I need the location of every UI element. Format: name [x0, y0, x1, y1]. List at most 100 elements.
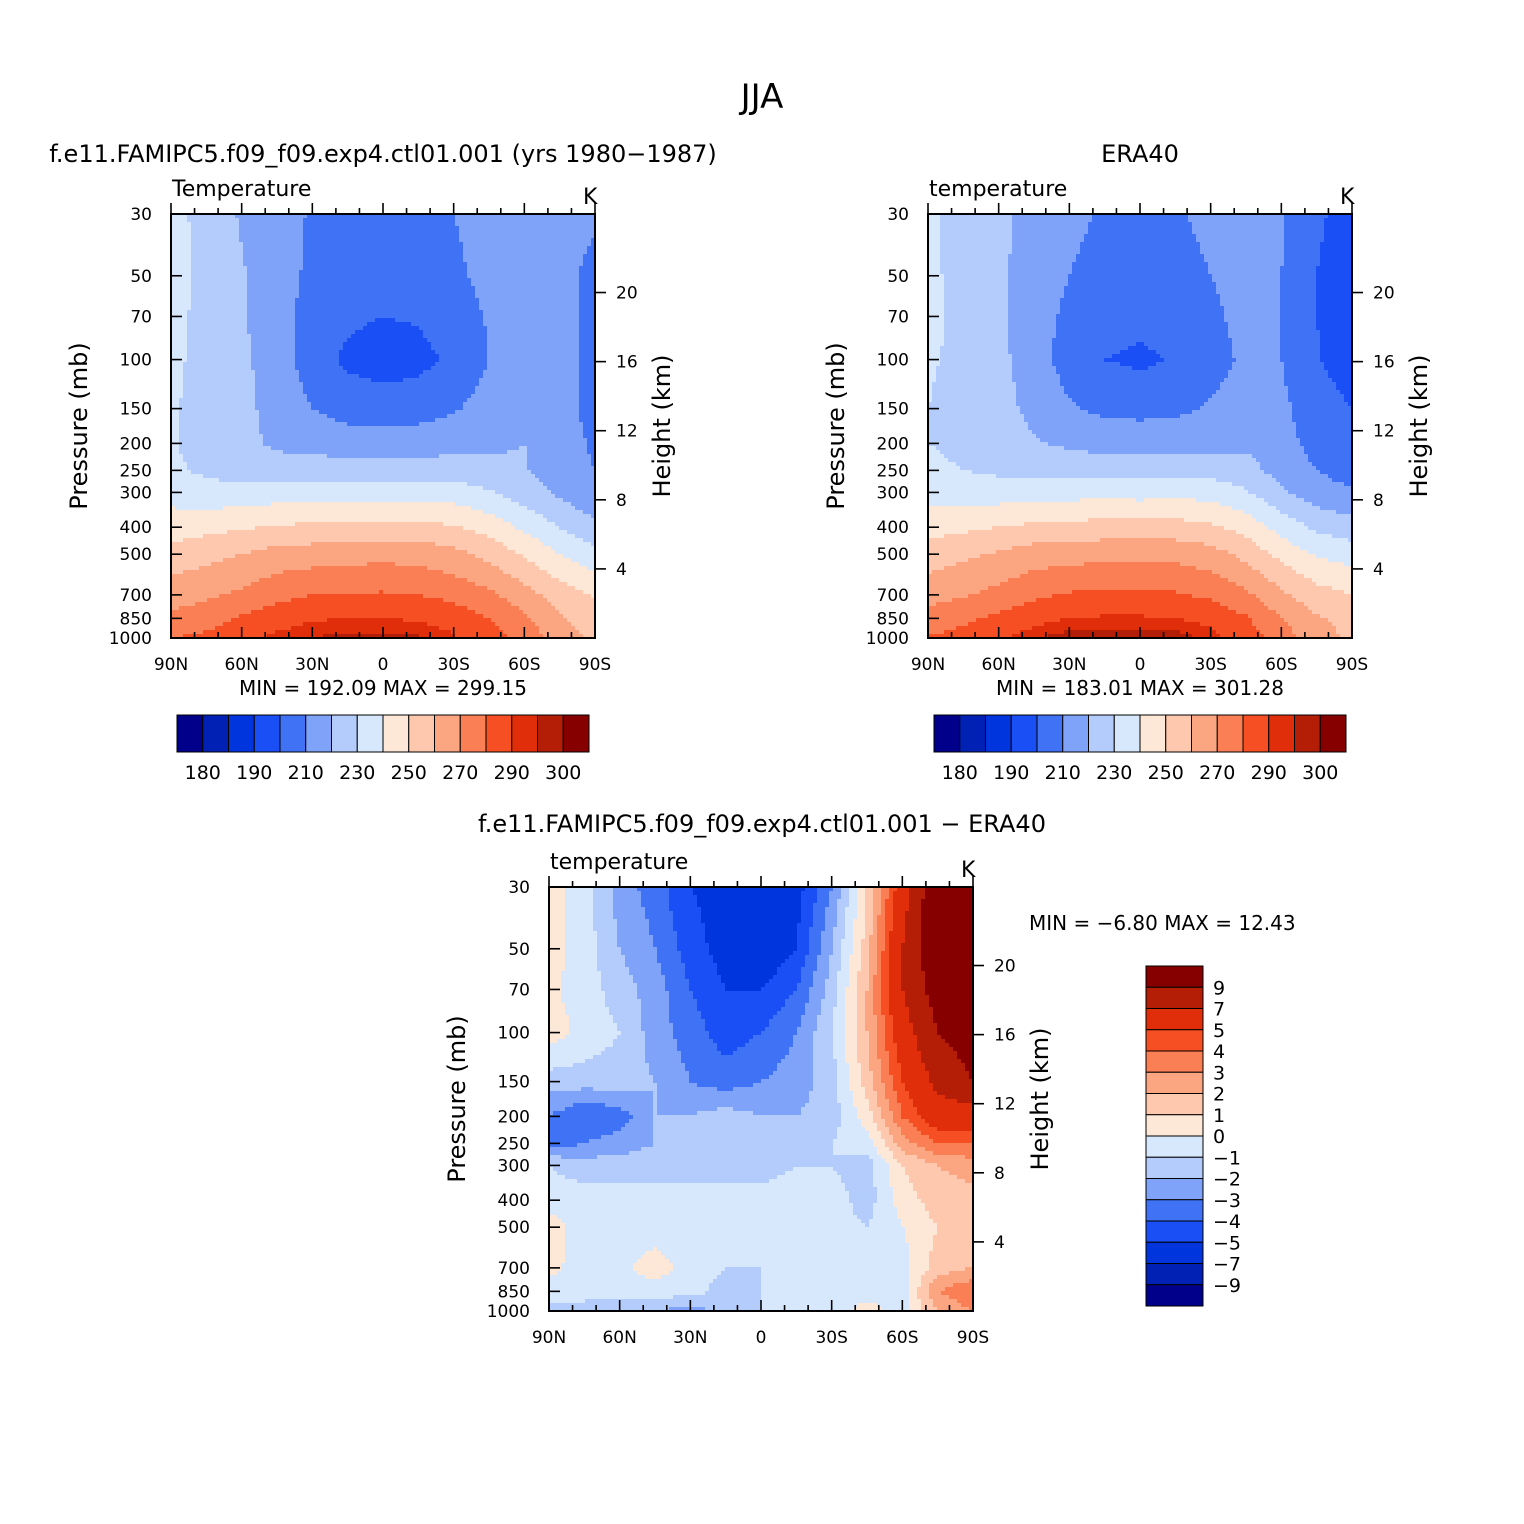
contour-cell — [587, 394, 592, 399]
contour-cell — [375, 258, 380, 263]
contour-cell — [223, 330, 228, 335]
contour-cell — [171, 242, 176, 247]
contour-cell — [291, 398, 296, 403]
contour-cell — [507, 254, 512, 259]
contour-cell — [379, 386, 384, 391]
contour-cell — [503, 370, 508, 375]
contour-cell — [231, 286, 236, 291]
contour-cell — [211, 290, 216, 295]
contour-cell — [563, 226, 568, 231]
contour-cell — [231, 306, 236, 311]
contour-cell — [467, 386, 472, 391]
contour-cell — [427, 286, 432, 291]
contour-cell — [375, 282, 380, 287]
contour-cell — [499, 378, 504, 383]
contour-cell — [431, 246, 436, 251]
contour-cell — [463, 398, 468, 403]
contour-cell — [459, 230, 464, 235]
contour-cell — [455, 270, 460, 275]
contour-cell — [275, 282, 280, 287]
contour-cell — [491, 338, 496, 343]
contour-cell — [483, 370, 488, 375]
contour-cell — [503, 362, 508, 367]
contour-cell — [375, 242, 380, 247]
contour-cell — [287, 242, 292, 247]
contour-cell — [435, 386, 440, 391]
contour-cell — [323, 386, 328, 391]
contour-cell — [527, 382, 532, 387]
contour-cell — [455, 330, 460, 335]
contour-cell — [307, 322, 312, 327]
contour-cell — [511, 266, 516, 271]
contour-cell — [571, 318, 576, 323]
contour-cell — [291, 282, 296, 287]
contour-cell — [447, 290, 452, 295]
contour-cell — [531, 250, 536, 255]
contour-cell — [331, 218, 336, 223]
contour-cell — [363, 370, 368, 375]
contour-cell — [219, 306, 224, 311]
contour-cell — [583, 302, 588, 307]
contour-cell — [443, 274, 448, 279]
contour-cell — [523, 278, 528, 283]
contour-cell — [543, 226, 548, 231]
contour-cell — [407, 310, 412, 315]
contour-cell — [443, 226, 448, 231]
contour-cell — [383, 246, 388, 251]
contour-cell — [563, 314, 568, 319]
contour-cell — [511, 326, 516, 331]
contour-cell — [451, 302, 456, 307]
contour-cell — [395, 270, 400, 275]
contour-cell — [171, 238, 176, 243]
contour-cell — [195, 294, 200, 299]
contour-cell — [367, 242, 372, 247]
contour-cell — [591, 386, 596, 391]
contour-cell — [371, 226, 376, 231]
contour-cell — [587, 386, 592, 391]
contour-cell — [471, 274, 476, 279]
contour-cell — [579, 330, 584, 335]
contour-cell — [547, 278, 552, 283]
contour-cell — [575, 286, 580, 291]
contour-cell — [511, 230, 516, 235]
contour-cell — [227, 222, 232, 227]
contour-cell — [459, 250, 464, 255]
contour-cell — [195, 306, 200, 311]
contour-cell — [411, 214, 416, 219]
contour-cell — [327, 370, 332, 375]
contour-cell — [467, 282, 472, 287]
contour-cell — [299, 322, 304, 327]
contour-cell — [423, 266, 428, 271]
contour-cell — [455, 366, 460, 371]
contour-cell — [179, 246, 184, 251]
contour-cell — [471, 374, 476, 379]
contour-cell — [303, 354, 308, 359]
contour-cell — [511, 218, 516, 223]
contour-cell — [463, 306, 468, 311]
contour-cell — [343, 298, 348, 303]
contour-cell — [575, 214, 580, 219]
contour-cell — [511, 354, 516, 359]
contour-cell — [331, 306, 336, 311]
contour-cell — [327, 254, 332, 259]
contour-cell — [407, 222, 412, 227]
contour-cell — [311, 394, 316, 399]
contour-cell — [299, 250, 304, 255]
contour-cell — [195, 314, 200, 319]
contour-cell — [567, 298, 572, 303]
contour-cell — [315, 214, 320, 219]
contour-cell — [183, 366, 188, 371]
contour-cell — [407, 238, 412, 243]
contour-cell — [559, 222, 564, 227]
contour-cell — [395, 238, 400, 243]
contour-cell — [547, 218, 552, 223]
contour-cell — [591, 290, 596, 295]
contour-cell — [183, 226, 188, 231]
contour-cell — [431, 262, 436, 267]
contour-cell — [339, 350, 344, 355]
contour-cell — [335, 302, 340, 307]
contour-cell — [527, 374, 532, 379]
contour-cell — [199, 290, 204, 295]
contour-cell — [171, 382, 176, 387]
contour-cell — [591, 246, 596, 251]
